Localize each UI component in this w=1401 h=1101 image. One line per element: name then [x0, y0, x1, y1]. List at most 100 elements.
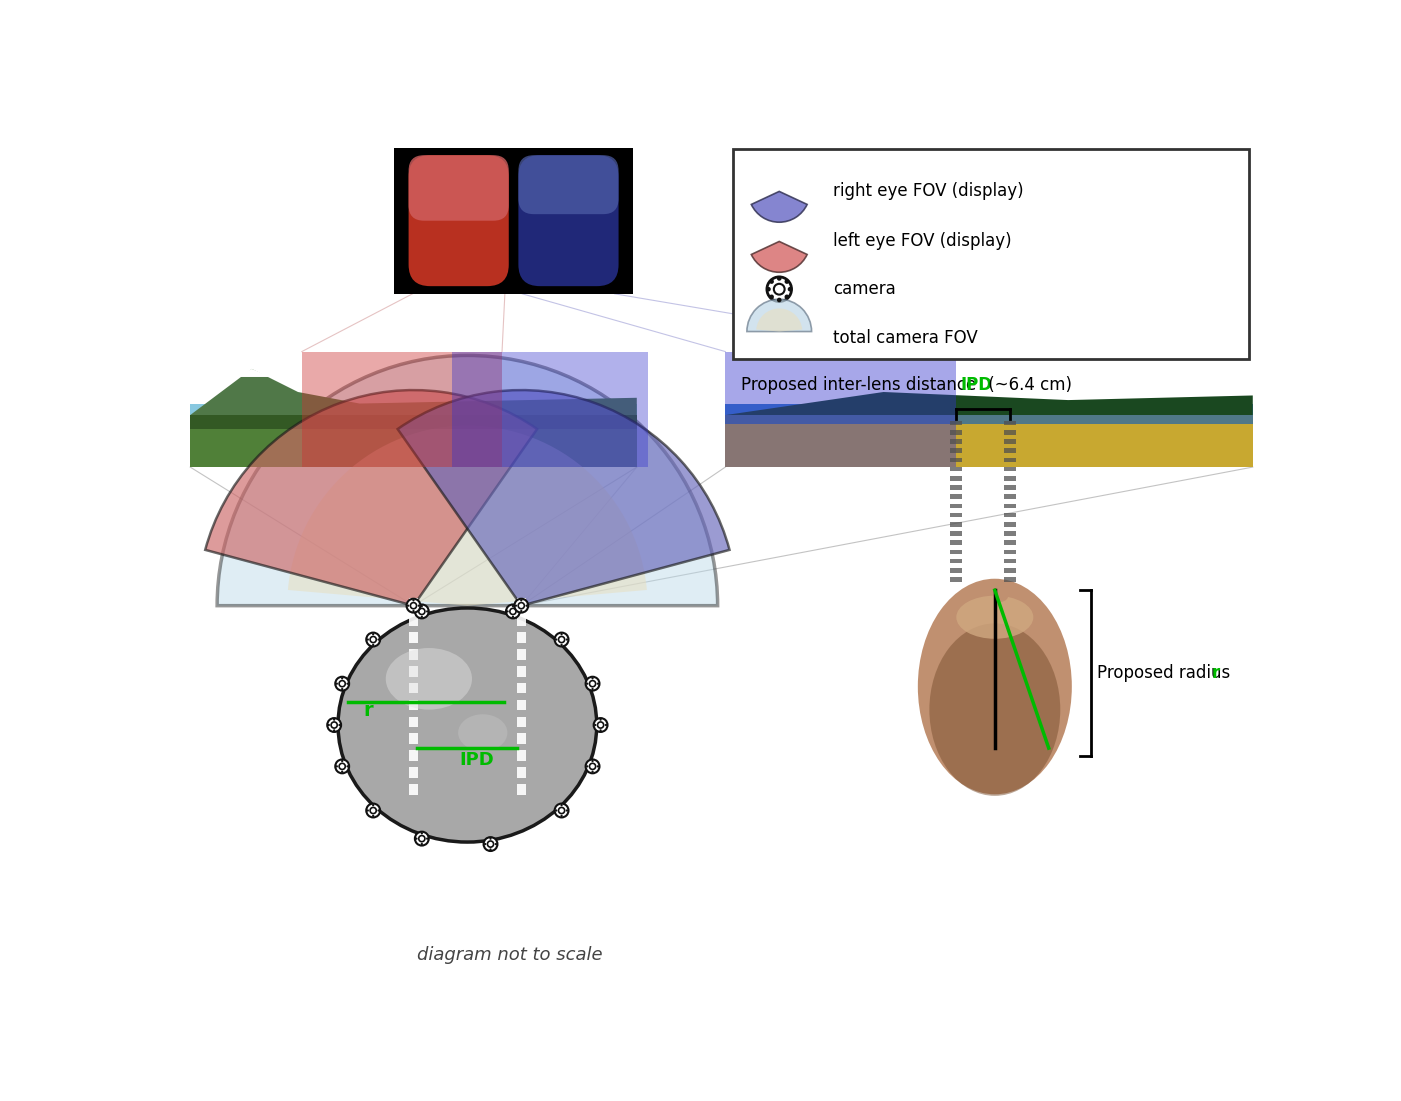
- Circle shape: [560, 815, 563, 817]
- Circle shape: [769, 280, 773, 284]
- Circle shape: [586, 760, 600, 773]
- Circle shape: [377, 639, 380, 641]
- Circle shape: [483, 843, 486, 846]
- Ellipse shape: [918, 579, 1072, 794]
- Circle shape: [420, 843, 423, 846]
- Bar: [950, 448, 962, 453]
- Bar: [950, 522, 962, 526]
- Circle shape: [560, 804, 563, 806]
- Bar: [1005, 577, 1016, 581]
- Ellipse shape: [385, 648, 472, 710]
- Bar: [409, 598, 417, 609]
- Bar: [950, 532, 962, 536]
- Ellipse shape: [338, 608, 597, 842]
- Circle shape: [367, 809, 368, 811]
- Wedge shape: [747, 299, 811, 331]
- Circle shape: [591, 760, 594, 762]
- Bar: [409, 615, 417, 625]
- Bar: [1005, 522, 1016, 526]
- Bar: [950, 503, 962, 509]
- Circle shape: [514, 604, 517, 607]
- Circle shape: [340, 688, 343, 690]
- Text: left eye FOV (display): left eye FOV (display): [834, 232, 1012, 250]
- Bar: [950, 439, 962, 444]
- Circle shape: [340, 771, 343, 773]
- Bar: [950, 430, 962, 435]
- Bar: [1005, 439, 1016, 444]
- Wedge shape: [757, 308, 803, 331]
- Circle shape: [560, 644, 563, 646]
- Circle shape: [514, 599, 528, 612]
- Bar: [409, 632, 417, 643]
- Bar: [726, 351, 957, 467]
- Circle shape: [483, 837, 497, 851]
- Bar: [1005, 549, 1016, 554]
- Polygon shape: [191, 369, 637, 415]
- Bar: [950, 467, 962, 471]
- Bar: [517, 598, 525, 609]
- Bar: [517, 751, 525, 761]
- Bar: [517, 767, 525, 778]
- Circle shape: [420, 615, 423, 618]
- Bar: [517, 648, 525, 659]
- Circle shape: [600, 719, 602, 721]
- Circle shape: [415, 604, 429, 619]
- Circle shape: [328, 718, 340, 732]
- Circle shape: [346, 683, 349, 685]
- Circle shape: [605, 723, 607, 727]
- Bar: [191, 415, 637, 429]
- Wedge shape: [205, 390, 537, 606]
- Bar: [191, 415, 637, 467]
- Bar: [950, 494, 962, 499]
- Circle shape: [366, 804, 380, 817]
- Bar: [1005, 476, 1016, 481]
- Circle shape: [597, 683, 600, 685]
- Circle shape: [520, 610, 523, 612]
- Text: IPD: IPD: [460, 751, 495, 770]
- Circle shape: [489, 848, 492, 851]
- Circle shape: [591, 688, 594, 690]
- Text: right eye FOV (display): right eye FOV (display): [834, 183, 1024, 200]
- Circle shape: [586, 765, 588, 767]
- Bar: [517, 733, 525, 744]
- Circle shape: [415, 610, 417, 612]
- Circle shape: [785, 294, 789, 299]
- Bar: [453, 351, 649, 467]
- Text: r: r: [363, 700, 373, 720]
- Circle shape: [377, 809, 380, 811]
- Circle shape: [506, 604, 520, 619]
- Circle shape: [406, 604, 409, 607]
- Wedge shape: [398, 390, 730, 606]
- Bar: [1005, 421, 1016, 425]
- Circle shape: [785, 280, 789, 284]
- Bar: [1005, 559, 1016, 564]
- Bar: [1005, 503, 1016, 509]
- Circle shape: [511, 604, 514, 607]
- Ellipse shape: [993, 587, 1009, 602]
- Circle shape: [489, 838, 492, 840]
- Text: Proposed radius: Proposed radius: [1097, 664, 1236, 682]
- Bar: [517, 666, 525, 676]
- Bar: [409, 767, 417, 778]
- Circle shape: [415, 838, 417, 840]
- Circle shape: [366, 633, 380, 646]
- Bar: [1005, 494, 1016, 499]
- Bar: [950, 421, 962, 425]
- Polygon shape: [726, 392, 1252, 415]
- Circle shape: [506, 610, 509, 612]
- Bar: [1005, 532, 1016, 536]
- Bar: [517, 632, 525, 643]
- Bar: [409, 784, 417, 795]
- Text: r: r: [1212, 664, 1219, 682]
- Circle shape: [594, 718, 608, 732]
- Bar: [1005, 458, 1016, 462]
- Circle shape: [406, 599, 420, 612]
- Circle shape: [586, 683, 588, 685]
- Circle shape: [555, 633, 569, 646]
- Circle shape: [591, 677, 594, 679]
- Bar: [517, 699, 525, 710]
- Circle shape: [426, 610, 429, 612]
- Bar: [409, 683, 417, 694]
- Bar: [517, 717, 525, 728]
- Bar: [950, 486, 962, 490]
